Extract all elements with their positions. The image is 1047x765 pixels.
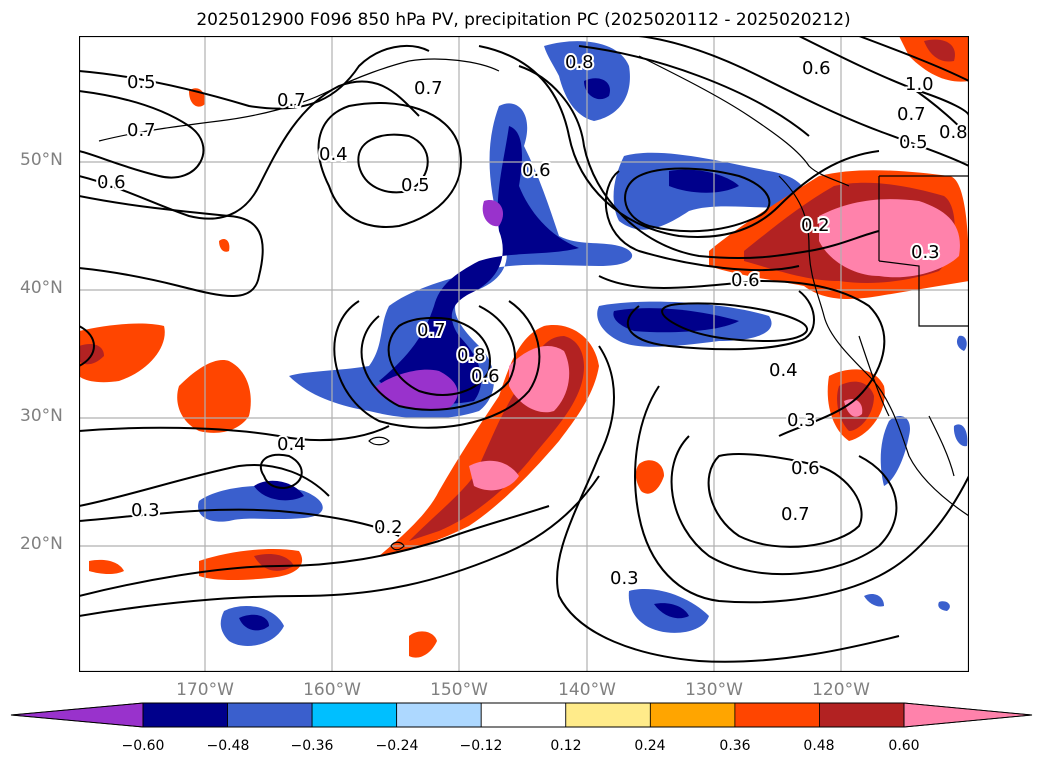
colorbar-segment (480, 702, 567, 728)
colorbar-segment (227, 702, 313, 728)
colorbar-segment (311, 702, 398, 728)
colorbar-segment (734, 702, 820, 728)
contour-label: 0.4 (769, 360, 798, 381)
colorbar-tick-label: 0.12 (550, 738, 582, 754)
contour-label: 0.6 (97, 172, 126, 193)
colorbar-tick-label: −0.12 (459, 738, 503, 754)
contour-label: 1.0 (905, 74, 934, 95)
negative-anomaly-regions (198, 41, 968, 646)
colorbar-tick-label: −0.36 (290, 738, 334, 754)
lon-label-160w: 160°W (303, 680, 361, 700)
colorbar-segment (819, 702, 905, 728)
contour-label: 0.5 (899, 132, 928, 153)
colorbar-tick-label: −0.24 (375, 738, 419, 754)
contour-label: 0.7 (414, 78, 443, 99)
contour-label: 0.6 (802, 58, 831, 79)
lon-label-170w: 170°W (176, 680, 234, 700)
contour-label: 0.8 (457, 345, 486, 366)
lat-label-30n: 30°N (20, 406, 63, 426)
map-panel: 0.5 0.7 0.7 0.6 0.4 0.5 0.7 0.6 0.8 0.6 … (79, 36, 969, 672)
contour-label: 0.2 (374, 517, 403, 538)
contour-label: 0.3 (610, 568, 639, 589)
map-title: 2025012900 F096 850 hPa PV, precipitatio… (196, 10, 851, 30)
colorbar (10, 702, 1033, 728)
lon-label-150w: 150°W (430, 680, 488, 700)
contour-label: 0.4 (319, 144, 348, 165)
map-frame (79, 36, 969, 672)
colorbar-tick-label: 0.24 (634, 738, 666, 754)
colorbar-tick-label: 0.60 (888, 738, 920, 754)
pv-contours (79, 36, 969, 663)
lat-label-50n: 50°N (20, 150, 63, 170)
lat-label-40n: 40°N (20, 278, 63, 298)
contour-label: 0.2 (801, 215, 830, 236)
contour-label: 0.6 (791, 458, 820, 479)
contour-label: 0.7 (897, 104, 926, 125)
colorbar-tick-label: −0.60 (121, 738, 165, 754)
contour-label: 0.3 (787, 410, 816, 431)
contour-label: 0.6 (522, 160, 551, 181)
contour-label: 0.3 (911, 242, 940, 263)
contour-label: 0.7 (417, 320, 446, 341)
contour-label: 0.5 (401, 175, 430, 196)
colorbar-tick-label: −0.48 (206, 738, 250, 754)
contour-label: 0.6 (471, 366, 500, 387)
contour-label: 0.5 (127, 72, 156, 93)
contour-label: 0.8 (565, 52, 594, 73)
colorbar-tick-label: 0.36 (719, 738, 751, 754)
lon-label-130w: 130°W (685, 680, 743, 700)
contour-label: 0.3 (131, 500, 160, 521)
lat-label-20n: 20°N (20, 534, 63, 554)
contour-labels: 0.5 0.7 0.7 0.6 0.4 0.5 0.7 0.6 0.8 0.6 … (95, 50, 969, 591)
positive-anomaly-regions (79, 36, 969, 658)
colorbar-segment (142, 702, 228, 728)
colorbar-segment (649, 702, 736, 728)
colorbar-segment (565, 702, 651, 728)
colorbar-segment (396, 702, 482, 728)
contour-label: 0.7 (277, 90, 306, 111)
contour-label: 0.6 (731, 270, 760, 291)
colorbar-segment (10, 702, 144, 728)
contour-label: 0.4 (277, 434, 306, 455)
colorbar-tick-label: 0.48 (803, 738, 835, 754)
contour-label: 0.7 (781, 504, 810, 525)
colorbar-segment (903, 702, 1033, 728)
lon-label-120w: 120°W (812, 680, 870, 700)
lon-label-140w: 140°W (558, 680, 616, 700)
coastlines (98, 55, 969, 551)
contour-label: 0.8 (939, 122, 968, 143)
contour-label: 0.7 (127, 120, 156, 141)
